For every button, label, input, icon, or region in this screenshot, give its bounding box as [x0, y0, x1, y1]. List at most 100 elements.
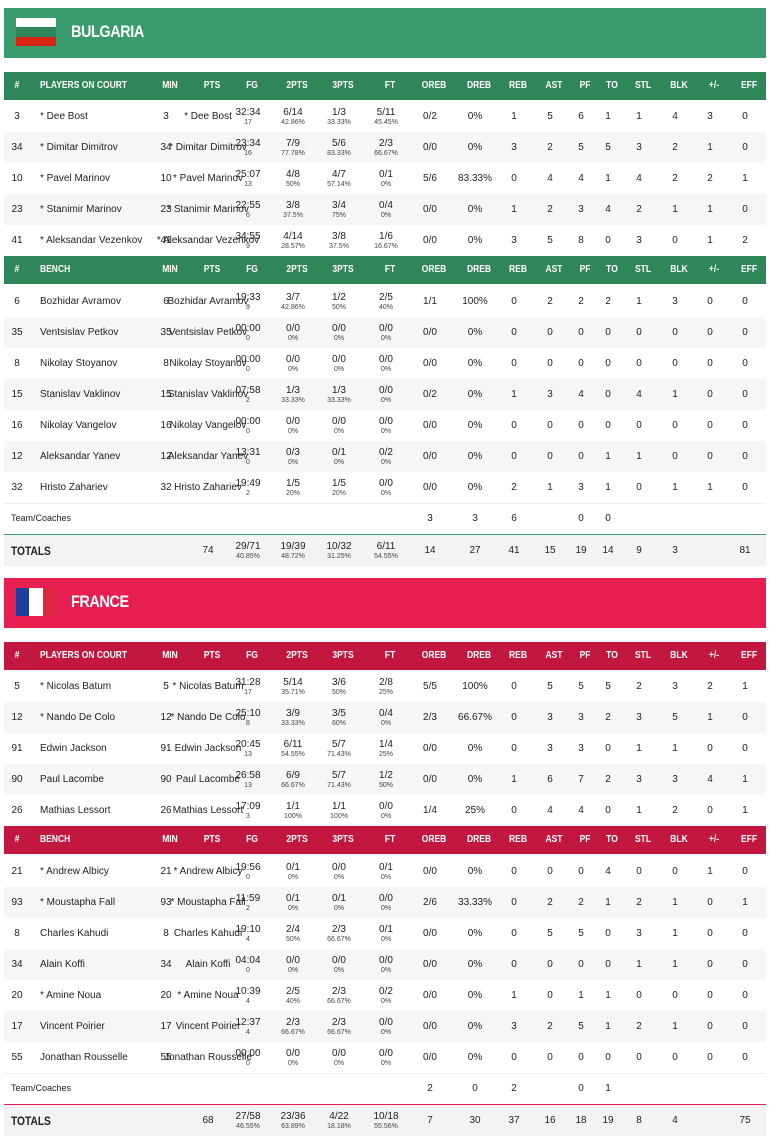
percentage: 54.55% — [374, 552, 398, 560]
stat: 1 — [707, 711, 713, 723]
made-attempted: 0/0 — [286, 322, 300, 334]
jersey-number: 34 — [11, 959, 23, 970]
made-attempted: 3/6 — [332, 676, 346, 688]
stat: * Nando De Colo — [170, 711, 246, 723]
percentage: 83.33% — [327, 149, 351, 157]
stat: 0 — [578, 1051, 584, 1063]
stat: 17 — [160, 1020, 172, 1032]
stat: 3 — [472, 512, 478, 524]
stat: 2 — [672, 172, 678, 184]
percentage: 48.72% — [281, 552, 305, 560]
made-attempted: 0/0 — [379, 1016, 393, 1028]
jersey-number: 34 — [11, 142, 23, 153]
stat: 55 — [160, 1051, 172, 1063]
totals-label: TOTALS — [11, 1114, 51, 1128]
stat: 0 — [511, 357, 517, 369]
stat: 30 — [469, 1114, 481, 1126]
header-cell: TO — [606, 650, 618, 661]
stat: 1/1 — [423, 295, 437, 307]
stat: 0 — [742, 357, 748, 369]
stat: 4 — [605, 865, 611, 877]
stat: 0 — [742, 388, 748, 400]
header-cell: +/- — [708, 834, 720, 845]
stat: 0% — [467, 989, 483, 1001]
stat: 0 — [578, 865, 584, 877]
stat: 5/5 — [423, 680, 437, 692]
stat: 3 — [636, 773, 642, 785]
player-name: Ventsislav Petkov — [40, 327, 119, 338]
stat: Edwin Jackson — [174, 742, 242, 754]
stat: 0 — [672, 865, 678, 877]
stat: 81 — [739, 544, 751, 556]
stat: 0 — [578, 958, 584, 970]
header-cell: OREB — [421, 650, 447, 661]
stat: 0 — [636, 865, 642, 877]
made-attempted: 0/3 — [286, 446, 300, 458]
stat: 0 — [578, 357, 584, 369]
stat: 5 — [547, 234, 553, 246]
stat: 19 — [575, 544, 587, 556]
stat: 4 — [578, 388, 584, 400]
stat: 0 — [547, 865, 553, 877]
stat: 0/0 — [423, 481, 437, 493]
player-name: Bozhidar Avramov — [40, 296, 121, 307]
stat: 0 — [707, 450, 713, 462]
percentage: 0% — [380, 489, 392, 497]
stat: 0% — [467, 1051, 483, 1063]
made-attempted: 04:04 — [235, 954, 261, 966]
stat: 10 — [160, 172, 172, 184]
stat: 7 — [427, 1114, 433, 1126]
header-cell: AST — [545, 650, 563, 661]
percentage: 37.5% — [283, 211, 303, 219]
made-attempted: 26:58 — [235, 769, 261, 781]
stat: 2 — [636, 203, 642, 215]
stat: 0/0 — [423, 234, 437, 246]
stat: 41 — [508, 544, 520, 556]
stat: 2 — [547, 896, 553, 908]
stat: 0% — [467, 326, 483, 338]
stat: 1/4 — [423, 804, 437, 816]
made-attempted: 0/2 — [379, 446, 393, 458]
made-attempted: 6/11 — [376, 540, 396, 552]
stat: 0/0 — [423, 450, 437, 462]
made-attempted: 0/0 — [286, 954, 300, 966]
stat: Vincent Poirier — [175, 1020, 241, 1032]
header-cell: FT — [384, 264, 396, 275]
stat: 0 — [511, 1051, 517, 1063]
stat: 3 — [672, 544, 678, 556]
header-cell: PTS — [203, 80, 221, 91]
stat: 0 — [547, 989, 553, 1001]
player-name: * Dimitar Dimitrov — [40, 142, 118, 153]
percentage: 66.67% — [327, 1028, 351, 1036]
stat: 1 — [636, 110, 642, 122]
stat: 0 — [742, 1020, 748, 1032]
stat: Bozhidar Avramov — [167, 295, 249, 307]
made-attempted: 0/0 — [332, 1047, 346, 1059]
stat: 0 — [707, 419, 713, 431]
made-attempted: 3/8 — [286, 199, 300, 211]
player-name: * Aleksandar Vezenkov — [40, 235, 143, 246]
made-attempted: 31:28 — [235, 676, 261, 688]
stat: 83.33% — [458, 172, 492, 184]
stat: 0/0 — [423, 1020, 437, 1032]
player-name: Paul Lacombe — [40, 774, 104, 785]
made-attempted: 25:07 — [235, 168, 261, 180]
header-cell: # — [14, 834, 20, 845]
stat: 0 — [707, 388, 713, 400]
stat: 2 — [707, 680, 713, 692]
percentage: 0% — [380, 997, 392, 1005]
stat: Hristo Zahariev — [174, 481, 242, 493]
made-attempted: 0/0 — [379, 892, 393, 904]
header-cell: 2PTS — [286, 834, 308, 845]
made-attempted: 0/0 — [379, 477, 393, 489]
jersey-number: 26 — [11, 805, 23, 816]
percentage: 0% — [333, 365, 345, 373]
stat: 3 — [578, 711, 584, 723]
made-attempted: 2/8 — [379, 676, 393, 688]
made-attempted: 1/1 — [286, 800, 300, 812]
stat: Jonathan Rousselle — [164, 1051, 252, 1063]
player-name: Alain Koffi — [40, 959, 85, 970]
made-attempted: 0/0 — [379, 384, 393, 396]
stat: 3 — [636, 711, 642, 723]
stat: 0 — [605, 388, 611, 400]
